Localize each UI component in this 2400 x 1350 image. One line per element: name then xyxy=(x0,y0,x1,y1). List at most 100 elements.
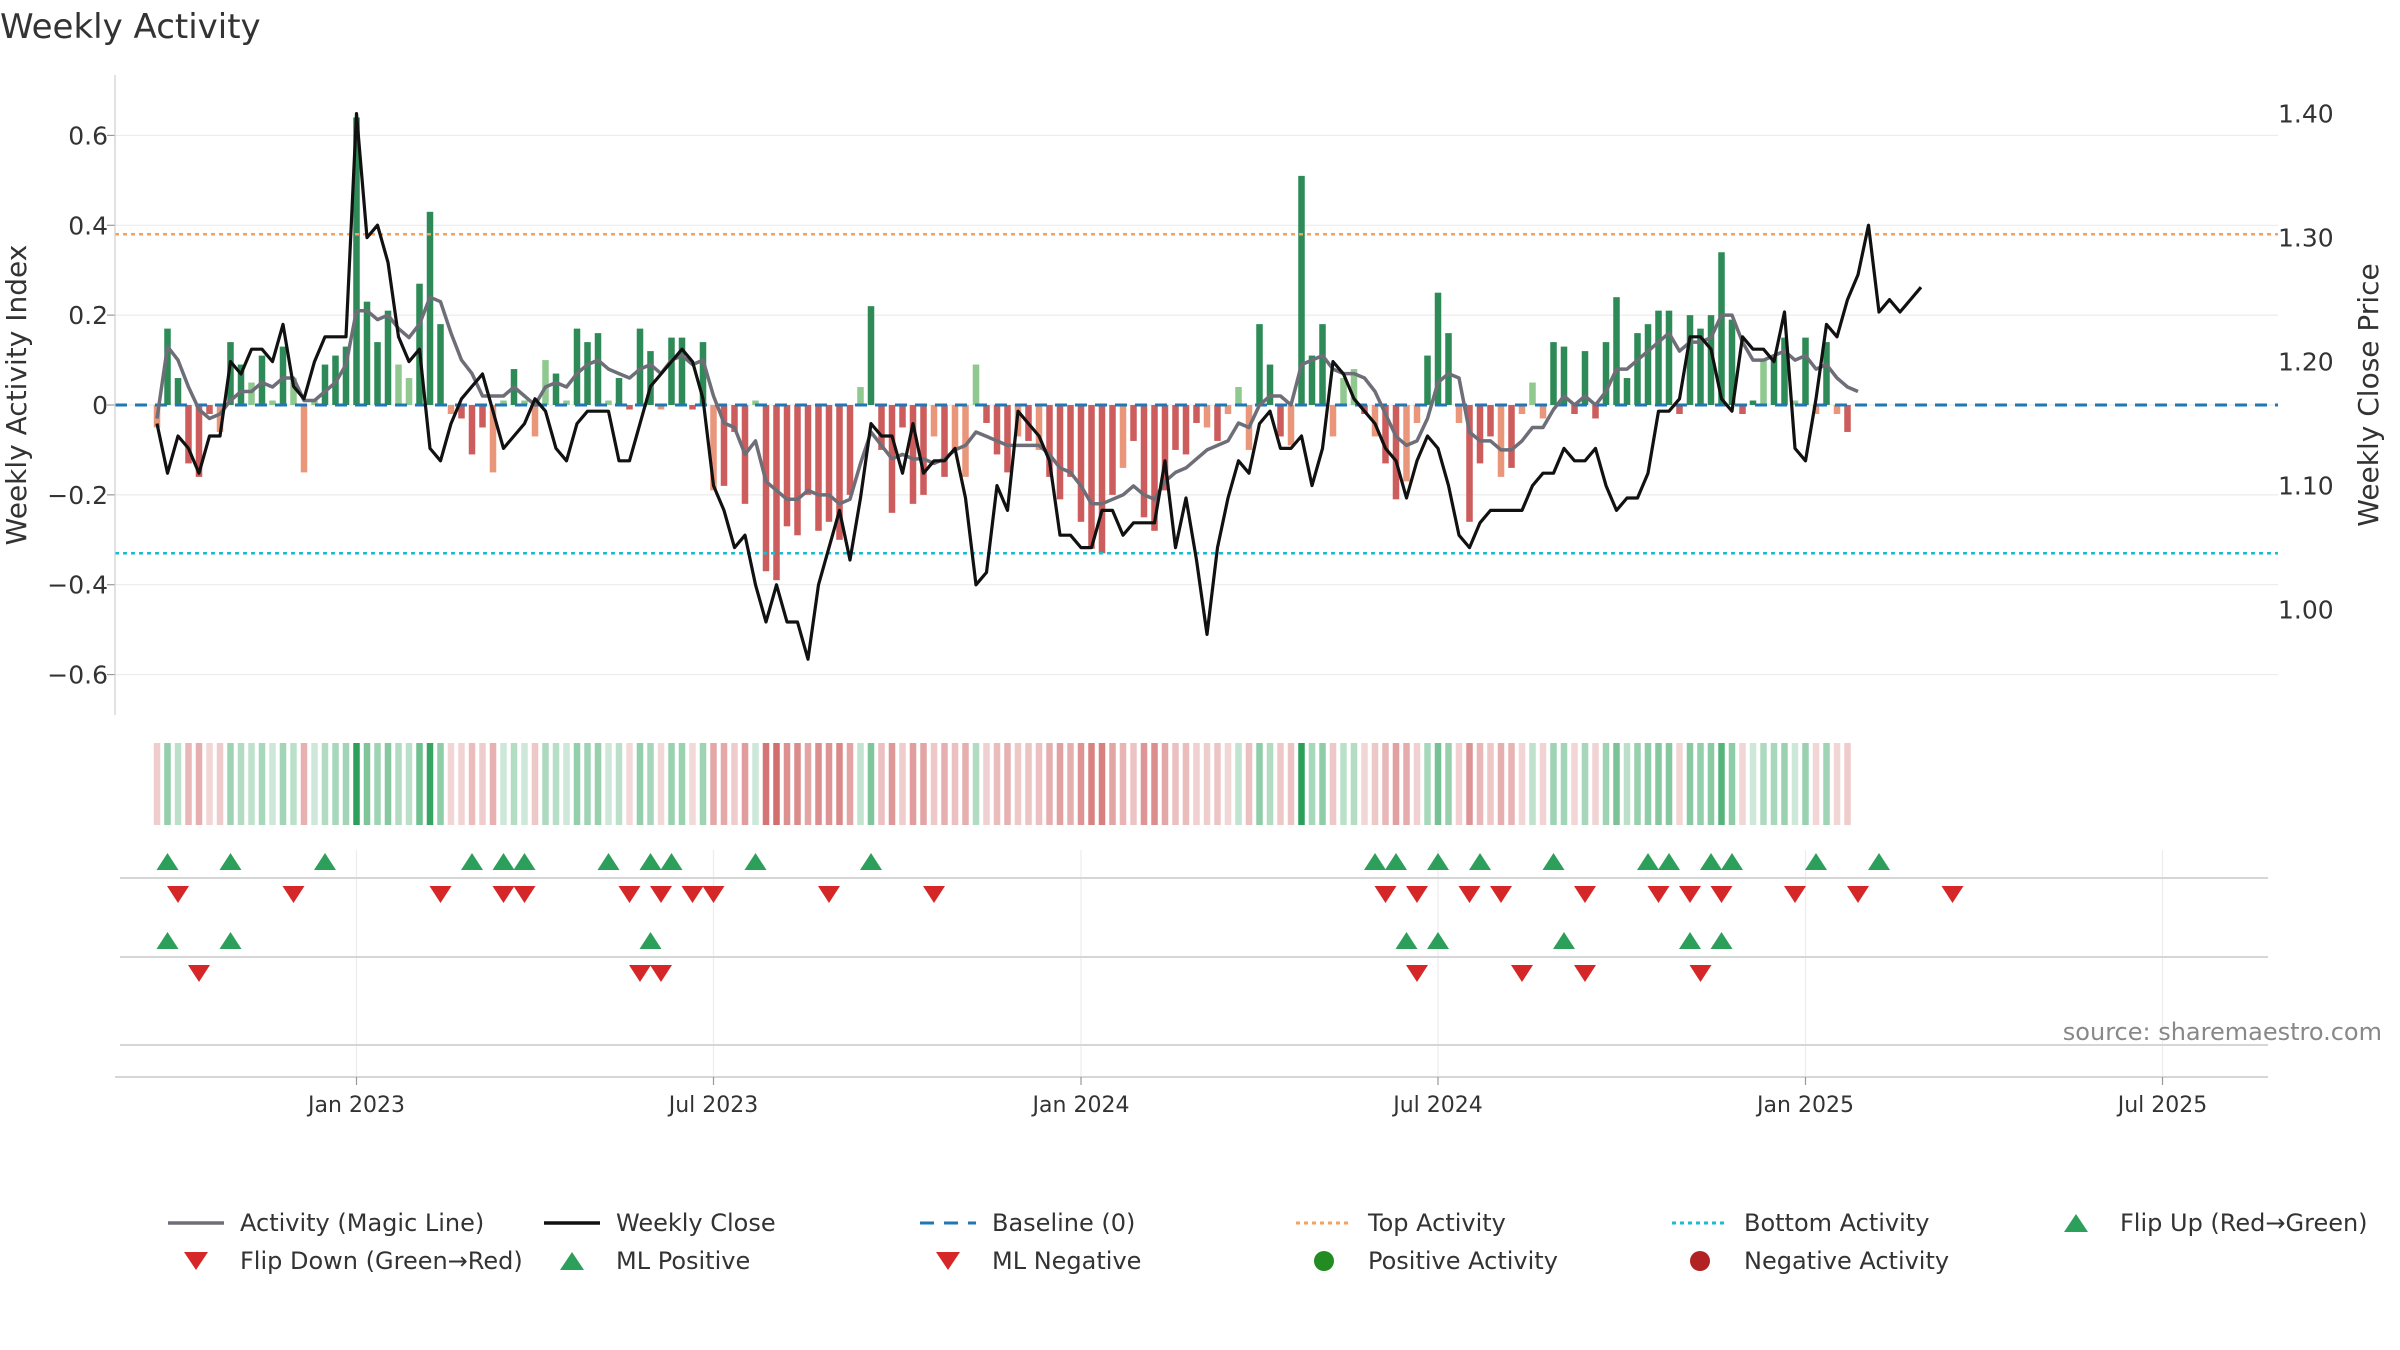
ml-positive-marker xyxy=(1427,932,1449,949)
ml-negative-marker xyxy=(1689,965,1712,982)
flip-up-marker xyxy=(1637,853,1659,870)
heat-strip-cell xyxy=(552,743,560,825)
activity-bar xyxy=(794,405,801,536)
heat-strip-cell xyxy=(783,743,791,825)
y-tick-label: 0.2 xyxy=(68,301,108,330)
activity-bar xyxy=(321,364,329,405)
legend-label: ML Negative xyxy=(992,1247,1142,1275)
heat-strip-cell xyxy=(269,743,276,825)
activity-bar xyxy=(1476,405,1484,464)
flip-up-marker xyxy=(860,853,882,870)
activity-bar xyxy=(846,405,854,495)
gray-line-icon xyxy=(168,1221,224,1225)
legend-item-ml-positive: ML Positive xyxy=(542,1243,750,1279)
heat-strip-cell xyxy=(1025,743,1032,825)
legend-label: Weekly Close xyxy=(616,1209,776,1237)
heat-strip-cell xyxy=(216,743,224,825)
activity-bar xyxy=(1119,405,1127,468)
heat-strip-cell xyxy=(1361,743,1368,825)
heat-strip-cell xyxy=(1487,743,1494,825)
heat-strip-cell xyxy=(825,743,833,825)
flip-down-marker xyxy=(1941,886,1964,903)
x-tick-label: Jul 2024 xyxy=(1391,1093,1483,1118)
heat-strip-cell xyxy=(195,743,203,825)
flip-down-marker xyxy=(650,886,672,903)
activity-bar xyxy=(594,333,602,405)
legend-item-weekly-close: Weekly Close xyxy=(542,1205,776,1241)
activity-bar xyxy=(689,405,696,410)
activity-bar xyxy=(731,405,738,432)
activity-bar xyxy=(1655,310,1662,405)
activity-bar xyxy=(206,405,213,414)
activity-bar xyxy=(1529,382,1536,405)
heat-strip-cell xyxy=(1571,743,1578,825)
heat-strip-cell xyxy=(909,743,917,825)
right-y-axis: 1.00 1.10 1.20 1.30 1.40 xyxy=(2278,100,2334,625)
heat-strip-cell xyxy=(1403,743,1410,825)
red-circle-icon xyxy=(1690,1251,1710,1271)
heat-strip-cell xyxy=(1718,743,1725,825)
activity-bar xyxy=(941,405,948,477)
y-tick-label: 0.4 xyxy=(68,211,108,240)
legend-label: Baseline (0) xyxy=(992,1209,1136,1237)
flip-up-marker xyxy=(219,853,242,870)
activity-bar xyxy=(1455,405,1463,423)
activity-bar xyxy=(909,405,917,504)
ml-positive-marker xyxy=(1395,932,1418,949)
heat-strip-cell xyxy=(1046,743,1053,825)
heat-strip-cell xyxy=(1781,743,1788,825)
activity-heat-strip xyxy=(153,743,1851,825)
activity-bar xyxy=(353,117,360,405)
heat-strip-cell xyxy=(668,743,675,825)
activity-bar xyxy=(1298,175,1305,405)
orange-dotted-line-icon xyxy=(1296,1221,1352,1225)
flip-up-marker xyxy=(1805,853,1827,870)
heat-strip-cell xyxy=(1455,743,1463,825)
heat-strip-cell xyxy=(815,743,822,825)
heat-strip-cell xyxy=(888,743,896,825)
heat-strip-cell xyxy=(731,743,738,825)
heat-strip-cell xyxy=(1550,743,1557,825)
activity-bar xyxy=(699,342,707,405)
chart-title: Weekly Activity xyxy=(0,7,261,47)
activity-bar xyxy=(762,405,770,572)
activity-bar xyxy=(815,405,822,531)
heat-strip-cell xyxy=(857,743,864,825)
heat-strip-cell xyxy=(405,743,413,825)
activity-bar xyxy=(1718,252,1725,405)
heat-strip-cell xyxy=(804,743,812,825)
activity-bar xyxy=(374,342,381,405)
activity-bar xyxy=(1802,337,1809,405)
heat-strip-cell xyxy=(363,743,371,825)
heat-strip-cell xyxy=(1067,743,1074,825)
activity-bar xyxy=(468,405,476,455)
activity-bar xyxy=(657,405,665,410)
y-tick-label: −0.4 xyxy=(47,571,108,600)
flip-up-marker xyxy=(492,853,515,870)
activity-bar xyxy=(1277,405,1284,437)
heat-strip-cell xyxy=(374,743,381,825)
heat-strip-cell xyxy=(972,743,980,825)
main-gridlines xyxy=(115,134,2278,1080)
heat-strip-cell xyxy=(1791,743,1799,825)
heat-strip-cell xyxy=(563,743,570,825)
activity-bar xyxy=(1665,310,1673,405)
y-tick-label: 0 xyxy=(92,391,108,420)
activity-bar xyxy=(342,346,350,405)
x-tick-label: Jul 2025 xyxy=(2116,1093,2208,1118)
flip-up-marker xyxy=(639,853,662,870)
heat-strip-cell xyxy=(1833,743,1841,825)
activity-bar xyxy=(1686,315,1694,405)
legend-label: Flip Down (Green→Red) xyxy=(240,1247,523,1275)
heat-strip-cell xyxy=(500,743,507,825)
activity-bar xyxy=(647,351,654,405)
activity-bar xyxy=(1487,405,1494,437)
heat-strip-cell xyxy=(899,743,906,825)
heat-strip-cell xyxy=(689,743,696,825)
activity-bar xyxy=(458,405,465,419)
flip-up-marker xyxy=(314,853,336,870)
heat-strip-cell xyxy=(1140,743,1148,825)
activity-bar xyxy=(993,405,1001,455)
heat-strip-cell xyxy=(531,743,539,825)
